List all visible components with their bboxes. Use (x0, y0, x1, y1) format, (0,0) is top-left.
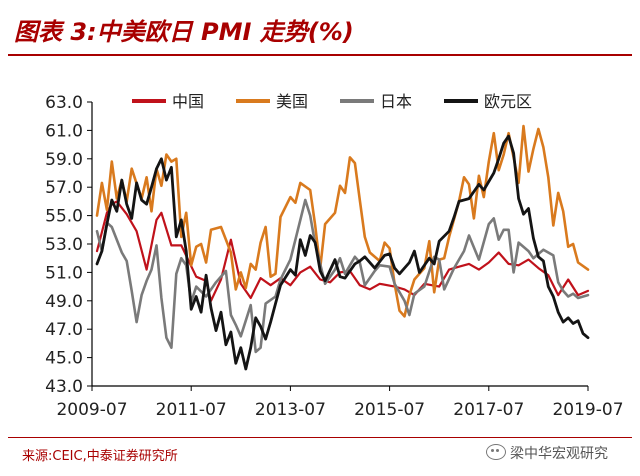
footer-divider (8, 437, 632, 438)
series-line-0 (95, 200, 590, 302)
x-tick-label: 2011-07 (156, 400, 227, 420)
watermark-label: 梁中华宏观研究 (510, 446, 608, 462)
y-tick-label: 45.0 (45, 349, 83, 369)
x-tick-label: 2017-07 (453, 400, 524, 420)
y-tick-label: 55.0 (45, 207, 83, 227)
chart-header: 图表 3:中美欧日 PMI 走势(%) (0, 0, 640, 56)
x-tick-label: 2015-07 (354, 400, 425, 420)
y-tick-label: 47.0 (45, 320, 83, 340)
y-tick-label: 51.0 (45, 263, 83, 283)
chart-axes: 63.0 61.0 59.0 57.0 55.0 53.0 51.0 49.0 47.0 45.0… (45, 93, 623, 420)
y-tick-label: 59.0 (45, 150, 83, 170)
y-tick-label: 49.0 (45, 292, 83, 312)
pmi-line-chart: 63.0 61.0 59.0 57.0 55.0 53.0 51.0 49.0 47.0 45.0… (45, 92, 623, 420)
legend-label: 美国 (276, 92, 308, 111)
legend-label: 日本 (380, 92, 412, 111)
series-layer (95, 124, 590, 371)
y-tick-label: 43.0 (45, 377, 83, 397)
y-tick-label: 57.0 (45, 178, 83, 198)
y-tick-label: 63.0 (45, 93, 83, 113)
chart-title: 图表 3:中美欧日 PMI 走势(%) (14, 18, 354, 46)
source-note: 来源:CEIC,中泰证券研究所 (22, 449, 178, 464)
wechat-icon (486, 444, 506, 460)
legend-label: 中国 (172, 92, 204, 111)
chart-legend: 中国 美国 日本 欧元区 (132, 92, 532, 111)
x-tick-label: 2013-07 (255, 400, 326, 420)
watermark: 梁中华宏观研究 (486, 443, 608, 463)
x-tick-label: 2019-07 (552, 400, 623, 420)
y-tick-label: 61.0 (45, 121, 83, 141)
legend-label: 欧元区 (484, 92, 532, 111)
series-line-2 (95, 198, 590, 354)
y-tick-label: 53.0 (45, 235, 83, 255)
title-divider (8, 54, 632, 56)
x-tick-label: 2009-07 (56, 400, 127, 420)
series-line-3 (95, 134, 590, 371)
